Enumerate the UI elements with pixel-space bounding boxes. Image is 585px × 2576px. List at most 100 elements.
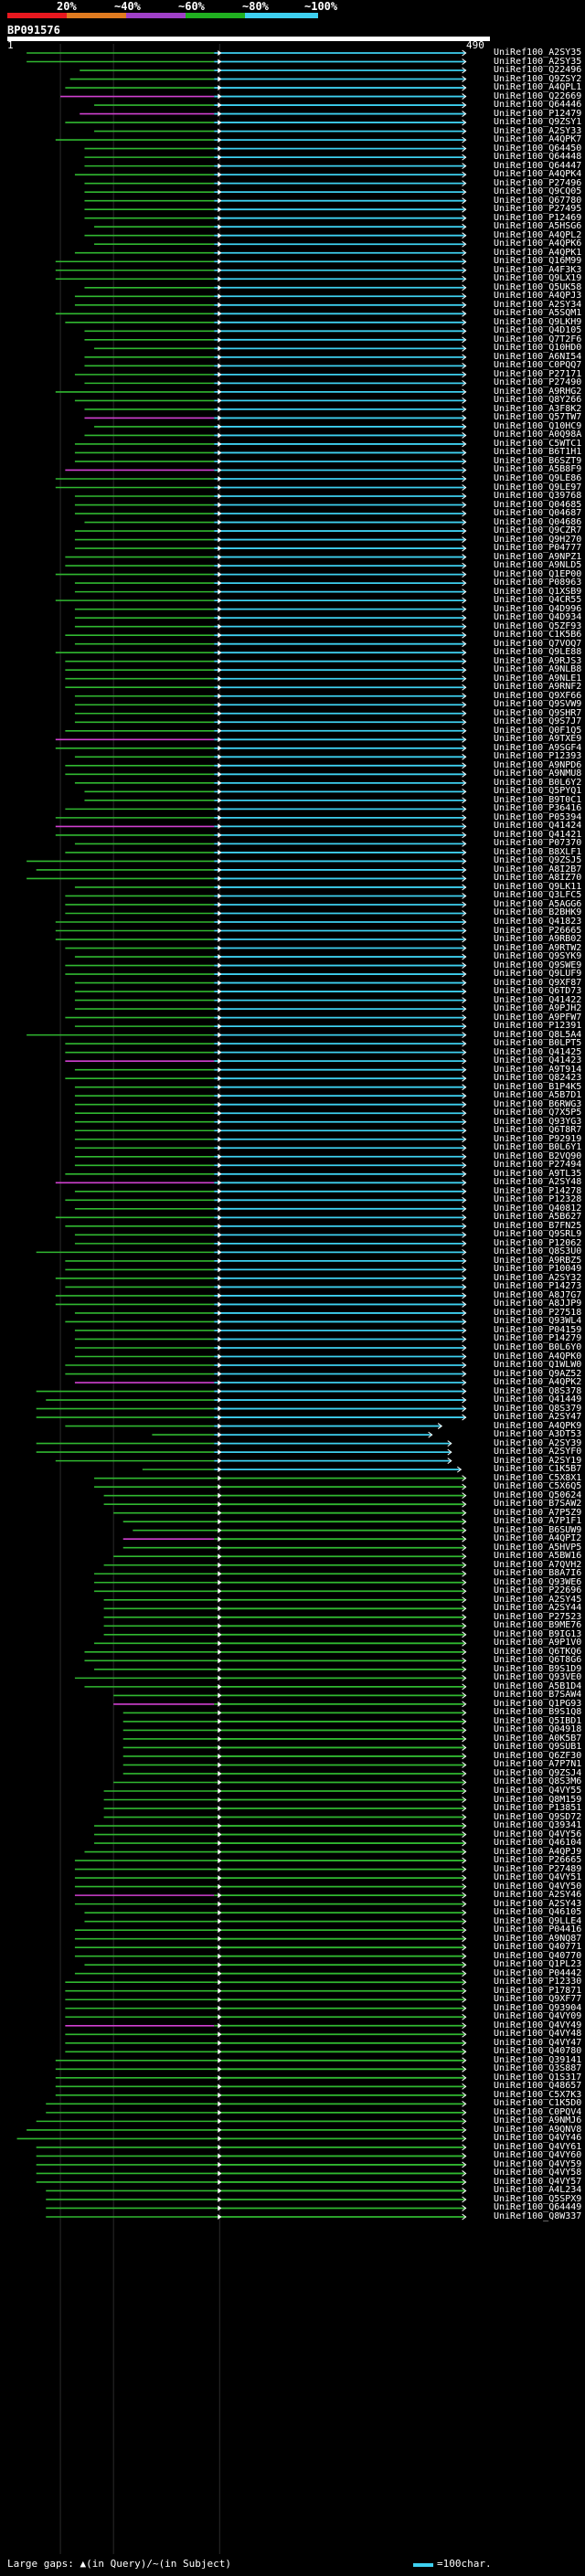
- hit-label[interactable]: UniRef100_Q7T2F6: [494, 334, 582, 345]
- hit-label[interactable]: UniRef100_C1K5B7: [494, 1464, 582, 1475]
- hit-label[interactable]: UniRef100_P22696: [494, 1585, 582, 1596]
- hit-label[interactable]: UniRef100_P07370: [494, 838, 582, 849]
- hit-label[interactable]: UniRef100_Q41424: [494, 821, 582, 832]
- hit-label[interactable]: UniRef100_Q9CQ05: [494, 186, 582, 197]
- hit-label[interactable]: UniRef100_A9NPZ1: [494, 551, 582, 562]
- hit-label[interactable]: UniRef100_A5HSG6: [494, 221, 582, 232]
- hit-label[interactable]: UniRef100_Q4D934: [494, 612, 582, 623]
- hit-label[interactable]: UniRef100_Q4VY09: [494, 2011, 582, 2022]
- hit-label[interactable]: UniRef100_A4QPK9: [494, 1420, 582, 1431]
- hit-label[interactable]: UniRef100_A3F8K2: [494, 403, 582, 414]
- hit-label[interactable]: UniRef100_Q22496: [494, 65, 582, 76]
- hit-label[interactable]: UniRef100_Q4VY58: [494, 2168, 582, 2178]
- hit-label[interactable]: UniRef100_P27495: [494, 204, 582, 215]
- hit-label[interactable]: UniRef100_Q64448: [494, 152, 582, 163]
- hit-label[interactable]: UniRef100_P12328: [494, 1194, 582, 1205]
- hit-label[interactable]: UniRef100_A5B1D4: [494, 1680, 582, 1691]
- hit-label[interactable]: UniRef100_Q9XF87: [494, 977, 582, 988]
- hit-label[interactable]: UniRef100_Q4VY51: [494, 1872, 582, 1883]
- hit-label[interactable]: UniRef100_A4QPK6: [494, 239, 582, 249]
- hit-label[interactable]: UniRef100_P14279: [494, 1333, 582, 1344]
- hit-label[interactable]: UniRef100_A4QPL1: [494, 82, 582, 93]
- hit-label[interactable]: UniRef100_B6RWG3: [494, 1098, 582, 1109]
- hit-label[interactable]: UniRef100_Q4VY57: [494, 2176, 582, 2187]
- hit-label[interactable]: UniRef100_A9P1V0: [494, 1638, 582, 1648]
- hit-label[interactable]: UniRef100_Q9LUF9: [494, 969, 582, 980]
- hit-label[interactable]: UniRef100_P26665: [494, 925, 582, 936]
- hit-label[interactable]: UniRef100_A8IZ70: [494, 873, 582, 884]
- hit-label[interactable]: UniRef100_A4QPI2: [494, 1533, 582, 1544]
- hit-label[interactable]: UniRef100_Q40780: [494, 2046, 582, 2057]
- hit-label[interactable]: UniRef100_Q8S3M6: [494, 1776, 582, 1787]
- hit-label[interactable]: UniRef100_A9NPD6: [494, 759, 582, 770]
- hit-label[interactable]: UniRef100_A9NLE1: [494, 673, 582, 684]
- hit-label[interactable]: UniRef100_Q8S378: [494, 1385, 582, 1396]
- hit-label[interactable]: UniRef100_Q9SVW9: [494, 699, 582, 710]
- hit-label[interactable]: UniRef100_Q1PG93: [494, 1698, 582, 1709]
- hit-label[interactable]: UniRef100_Q9LE97: [494, 482, 582, 493]
- hit-label[interactable]: UniRef100_Q41421: [494, 829, 582, 840]
- hit-label[interactable]: UniRef100_Q67780: [494, 195, 582, 206]
- hit-label[interactable]: UniRef100_P27494: [494, 1160, 582, 1171]
- hit-label[interactable]: UniRef100_A4QPK2: [494, 1377, 582, 1388]
- hit-label[interactable]: UniRef100_C1K5B6: [494, 630, 582, 641]
- hit-label[interactable]: UniRef100_Q7X5P5: [494, 1108, 582, 1118]
- hit-label[interactable]: UniRef100_A7P5Z9: [494, 1507, 582, 1518]
- hit-label[interactable]: UniRef100_Q1S317: [494, 2072, 582, 2083]
- hit-label[interactable]: UniRef100_Q4VY50: [494, 1881, 582, 1892]
- hit-label[interactable]: UniRef100_Q39768: [494, 491, 582, 501]
- hit-label[interactable]: UniRef100_Q9SD72: [494, 1811, 582, 1822]
- hit-label[interactable]: UniRef100_Q93WE6: [494, 1576, 582, 1587]
- hit-label[interactable]: UniRef100_Q93WL4: [494, 1316, 582, 1327]
- hit-label[interactable]: UniRef100_C5X8X1: [494, 1472, 582, 1483]
- hit-label[interactable]: UniRef100_Q9ZSY2: [494, 73, 582, 84]
- hit-label[interactable]: UniRef100_B9T0C1: [494, 794, 582, 805]
- hit-label[interactable]: UniRef100_A5AGG6: [494, 898, 582, 909]
- hit-label[interactable]: UniRef100_P04416: [494, 1924, 582, 1935]
- hit-label[interactable]: UniRef100_A9RTW2: [494, 942, 582, 953]
- hit-label[interactable]: UniRef100_P08963: [494, 578, 582, 588]
- hit-label[interactable]: UniRef100_Q9SUB1: [494, 1742, 582, 1753]
- hit-label[interactable]: UniRef100_A9PFW7: [494, 1012, 582, 1023]
- hit-label[interactable]: UniRef100_A4QPK4: [494, 169, 582, 180]
- hit-label[interactable]: UniRef100_A4QPK1: [494, 247, 582, 258]
- hit-label[interactable]: UniRef100_A2SY33: [494, 125, 582, 136]
- hit-label[interactable]: UniRef100_Q9LX19: [494, 273, 582, 284]
- hit-label[interactable]: UniRef100_P12330: [494, 1977, 582, 1988]
- hit-label[interactable]: UniRef100_Q9SYK9: [494, 951, 582, 962]
- hit-label[interactable]: UniRef100_Q04686: [494, 516, 582, 527]
- hit-label[interactable]: UniRef100_A5B8F9: [494, 464, 582, 475]
- hit-label[interactable]: UniRef100_P92919: [494, 1133, 582, 1144]
- hit-label[interactable]: UniRef100_A5SQM1: [494, 308, 582, 319]
- hit-label[interactable]: UniRef100_P27489: [494, 1863, 582, 1874]
- hit-label[interactable]: UniRef100_P27523: [494, 1611, 582, 1622]
- hit-label[interactable]: UniRef100_Q9ZSJ5: [494, 855, 582, 866]
- hit-label[interactable]: UniRef100_A9TXE9: [494, 734, 582, 745]
- hit-label[interactable]: UniRef100_P13851: [494, 1803, 582, 1814]
- hit-label[interactable]: UniRef100_Q10HC9: [494, 420, 582, 431]
- hit-label[interactable]: UniRef100_P04777: [494, 543, 582, 554]
- hit-label[interactable]: UniRef100_Q5PYQ1: [494, 786, 582, 797]
- hit-label[interactable]: UniRef100_Q9CZR7: [494, 525, 582, 536]
- hit-label[interactable]: UniRef100_Q0F1Q5: [494, 725, 582, 736]
- hit-label[interactable]: UniRef100_P12062: [494, 1237, 582, 1248]
- hit-label[interactable]: UniRef100_C5X7K3: [494, 2089, 582, 2100]
- hit-label[interactable]: UniRef100_A9T914: [494, 1064, 582, 1075]
- hit-label[interactable]: UniRef100_B6SUW9: [494, 1524, 582, 1535]
- hit-label[interactable]: UniRef100_A2SY45: [494, 1594, 582, 1605]
- hit-label[interactable]: UniRef100_Q9XF66: [494, 690, 582, 701]
- hit-label[interactable]: UniRef100_A2SY35: [494, 48, 582, 58]
- hit-label[interactable]: UniRef100_B6SZT9: [494, 455, 582, 466]
- hit-label[interactable]: UniRef100_A4QPK7: [494, 134, 582, 145]
- hit-label[interactable]: UniRef100_Q93YG3: [494, 1116, 582, 1127]
- hit-label[interactable]: UniRef100_A8JJP9: [494, 1299, 582, 1309]
- hit-label[interactable]: UniRef100_Q39141: [494, 2054, 582, 2065]
- hit-label[interactable]: UniRef100_P12391: [494, 1021, 582, 1032]
- hit-label[interactable]: UniRef100_B0L6Y1: [494, 1142, 582, 1153]
- hit-label[interactable]: UniRef100_P27171: [494, 368, 582, 379]
- hit-label[interactable]: UniRef100_B0L6Y2: [494, 777, 582, 788]
- hit-label[interactable]: UniRef100_Q6TD73: [494, 986, 582, 997]
- hit-label[interactable]: UniRef100_Q9LKH9: [494, 316, 582, 327]
- hit-label[interactable]: UniRef100_P27518: [494, 1307, 582, 1318]
- hit-label[interactable]: UniRef100_A5BW16: [494, 1551, 582, 1562]
